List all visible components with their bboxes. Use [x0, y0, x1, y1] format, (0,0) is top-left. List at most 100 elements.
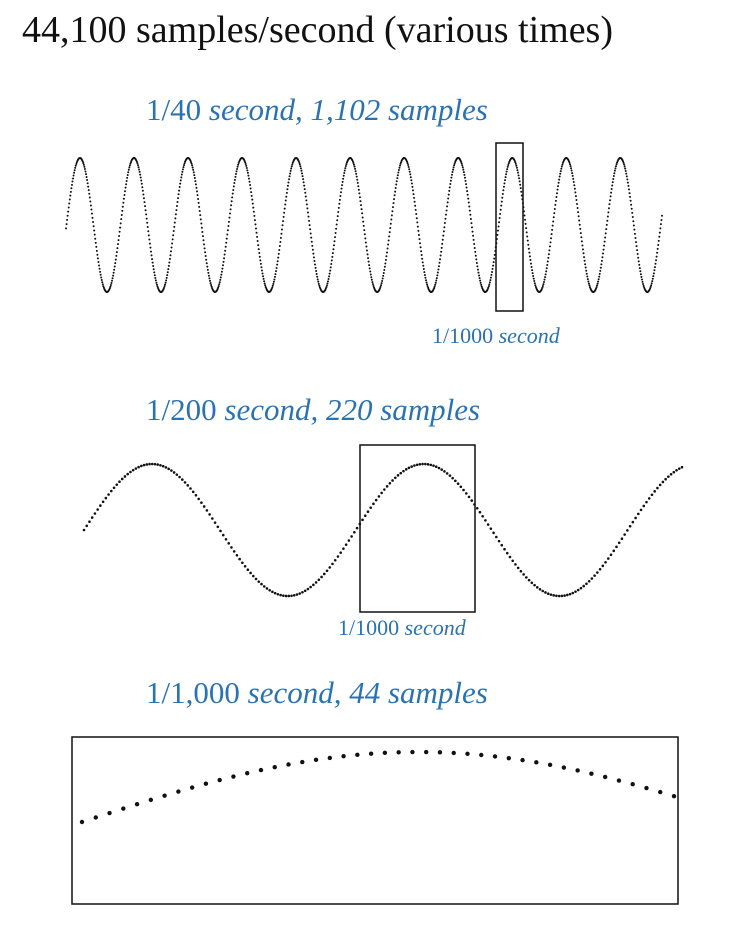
sample-point [413, 196, 416, 199]
sample-point [125, 179, 128, 182]
sample-point [410, 179, 413, 182]
sample-point [72, 177, 75, 180]
sample-point [555, 594, 558, 598]
sample-point [172, 230, 175, 233]
sample-point [312, 583, 315, 587]
sample-point [310, 240, 313, 243]
sample-point [98, 267, 101, 270]
sample-point [308, 224, 311, 227]
sample-point [177, 197, 180, 200]
sample-point [153, 274, 156, 277]
sample-point [514, 563, 517, 566]
sample-point [197, 197, 200, 200]
sample-point [578, 219, 581, 222]
sample-point [446, 201, 449, 204]
sample-point [583, 259, 586, 262]
sample-point [259, 259, 262, 262]
sample-point [278, 245, 281, 248]
sample-point [653, 490, 656, 493]
sample-point [249, 571, 252, 575]
sample-point [465, 751, 470, 757]
sample-point [288, 178, 291, 181]
sample-point [600, 259, 603, 262]
sample-point [526, 235, 529, 238]
sample-point [529, 259, 532, 262]
sample-point [519, 183, 522, 186]
sample-point [434, 465, 438, 469]
sample-point [150, 254, 153, 257]
sample-point [289, 169, 292, 172]
sample-point [285, 191, 288, 194]
sample-point [623, 165, 626, 168]
sample-point [580, 236, 583, 239]
sample-point [585, 269, 588, 272]
sample-point [637, 260, 640, 263]
sample-point [546, 260, 549, 263]
sample-point [356, 178, 359, 181]
sample-point [67, 206, 70, 209]
sample-point [640, 278, 643, 281]
sample-point [429, 463, 433, 467]
sample-point [557, 181, 560, 184]
sample-point [492, 264, 495, 267]
section-2-description: second, 220 samples [224, 392, 481, 427]
sample-point [117, 239, 120, 242]
sample-point [421, 462, 424, 466]
sample-point [205, 509, 209, 512]
sample-point [408, 168, 411, 171]
sample-point [128, 166, 131, 169]
sample-point [263, 282, 266, 285]
sample-point [413, 464, 416, 467]
sample-point [65, 227, 67, 230]
sample-point [551, 224, 554, 227]
sample-point [388, 231, 391, 234]
sample-point [209, 282, 212, 285]
sample-point [91, 216, 94, 219]
sample-point [579, 232, 582, 235]
sample-point [208, 277, 211, 280]
sample-point [264, 284, 267, 287]
sample-point [208, 513, 211, 516]
sample-point [217, 285, 220, 288]
sample-point [426, 463, 430, 466]
section-3-description: second, 44 samples [247, 675, 488, 710]
sample-point [578, 223, 581, 226]
sample-point [609, 199, 612, 202]
sample-point [555, 196, 558, 199]
sample-point [418, 238, 421, 241]
sample-point [502, 189, 505, 192]
sample-point [453, 164, 456, 167]
sample-point [147, 234, 150, 237]
sample-point [410, 182, 413, 185]
sample-point [390, 218, 393, 221]
sample-point [336, 219, 339, 222]
sample-point [599, 266, 602, 269]
sample-point [327, 277, 330, 280]
sample-point [273, 275, 276, 278]
sample-point [192, 171, 195, 174]
sample-point [271, 284, 274, 287]
sample-point [100, 278, 103, 281]
sample-point [558, 178, 561, 181]
sample-point [397, 171, 400, 174]
sample-point [451, 171, 454, 174]
sample-point [313, 260, 316, 263]
sample-point [570, 167, 573, 170]
sample-point [477, 271, 480, 274]
sample-point [437, 265, 440, 268]
sample-point [144, 209, 147, 212]
sample-point [395, 183, 398, 186]
sample-point [481, 514, 484, 518]
sample-point [492, 531, 495, 535]
sample-point [82, 163, 85, 166]
sample-point [340, 187, 343, 190]
sample-point [148, 797, 154, 803]
sample-point [302, 178, 305, 181]
sample-point [600, 263, 603, 266]
zoom-frame-3 [71, 736, 679, 905]
sample-point [396, 174, 399, 177]
sample-point [357, 185, 360, 188]
sample-point [245, 164, 248, 167]
sample-point [86, 182, 89, 185]
